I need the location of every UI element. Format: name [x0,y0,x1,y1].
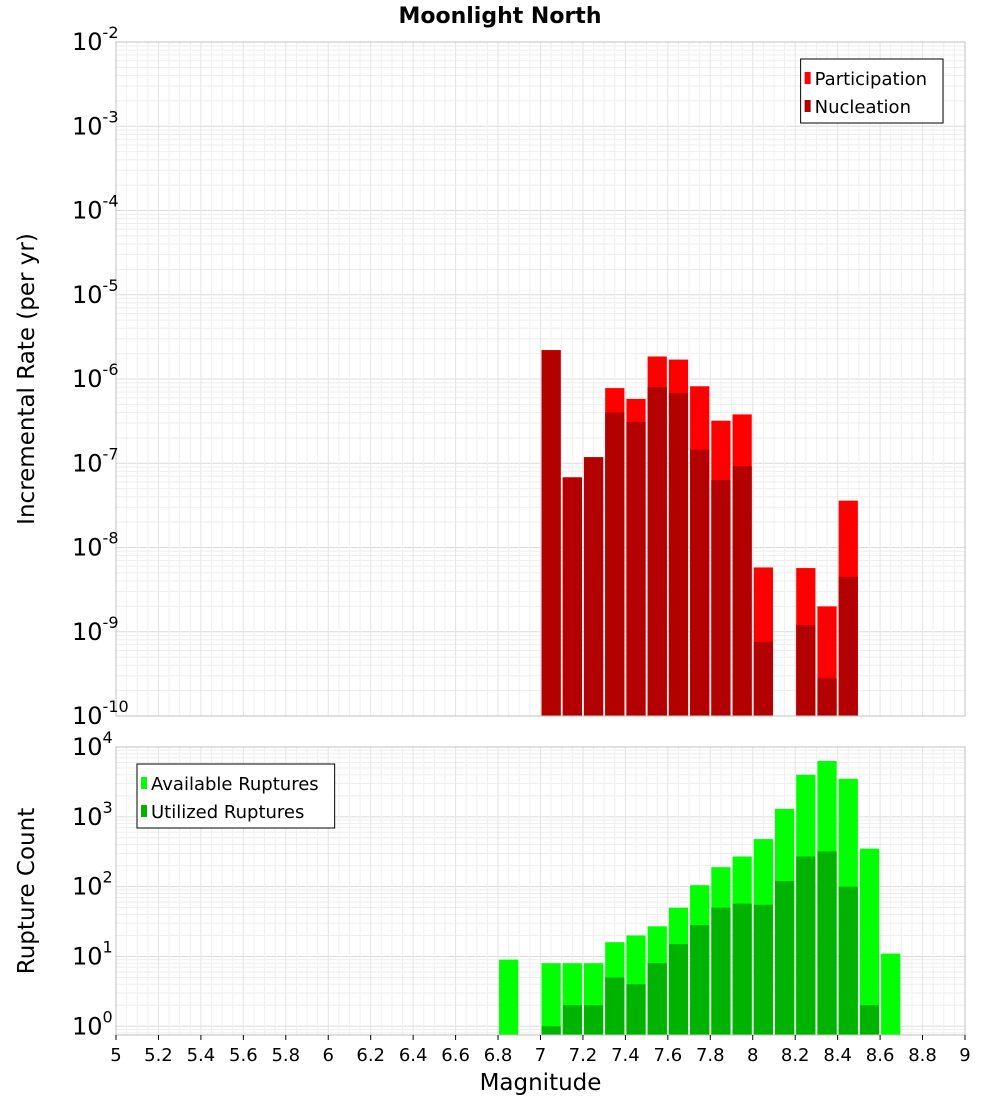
legend-entry: Participation [815,69,927,90]
y-tick-label: 101 [72,937,113,970]
bar-utilized-ruptures [817,851,837,1035]
count-y-axis-label: Rupture Count [14,808,40,974]
rate-bars [541,350,858,716]
count-panel: 100 101 102 103 104 Rupture Count 5 5.2 5.4 5.6… [14,728,971,1096]
legend-entry: Available Ruptures [151,774,319,795]
x-tick-label: 7.8 [696,1045,725,1066]
legend-box [800,58,944,124]
y-tick-label: 10-5 [72,276,119,309]
chart-title: Moonlight North [398,4,601,29]
x-tick-label: 7.6 [654,1045,683,1066]
bar-utilized-ruptures [562,1005,582,1035]
x-tick-label: 6.6 [441,1045,470,1066]
x-tick-label: 5.2 [144,1045,173,1066]
bar-available-ruptures [499,959,519,1035]
bar-utilized-ruptures [753,904,773,1035]
bar-available-ruptures [859,848,880,1035]
x-tick-label: 5 [110,1045,121,1066]
bar-nucleation [562,477,582,716]
bar-nucleation [583,457,604,716]
bar-utilized-ruptures [838,886,858,1035]
y-tick-label: 103 [72,798,113,831]
bar-nucleation [711,480,731,716]
bar-nucleation [541,350,561,716]
rate-y-ticks: 10-10 10-9 10-8 10-7 10-6 10-5 10-4 10-3 10-2 [72,23,129,730]
x-tick-label: 6.8 [484,1045,513,1066]
bar-available-ruptures [881,953,901,1035]
bar-utilized-ruptures [711,907,731,1035]
bar-available-ruptures [541,963,561,1035]
x-tick-label: 5.6 [229,1045,258,1066]
legend-box [136,763,336,829]
x-tick-label: 7.4 [611,1045,640,1066]
bar-nucleation [605,412,625,716]
bar-utilized-ruptures [732,903,752,1035]
x-tick-label: 8.8 [908,1045,937,1066]
x-tick-label: 9 [959,1045,970,1066]
x-tick-label: 6.2 [356,1045,385,1066]
bar-utilized-ruptures [647,963,667,1035]
bar-utilized-ruptures [541,1026,561,1035]
count-bars [499,761,901,1035]
bar-nucleation [647,387,667,716]
y-tick-label: 102 [72,868,113,901]
bar-nucleation [690,449,710,716]
bar-nucleation [753,641,773,716]
bar-utilized-ruptures [626,984,646,1035]
bar-nucleation [732,466,752,716]
y-tick-label: 104 [72,728,113,761]
bar-nucleation [817,678,837,716]
bar-utilized-ruptures [583,1005,604,1035]
bar-utilized-ruptures [774,881,795,1035]
legend-swatch [804,72,811,84]
y-tick-label: 10-3 [72,107,119,140]
bar-utilized-ruptures [605,977,625,1035]
y-tick-label: 10-7 [72,444,119,477]
legend-entry: Utilized Ruptures [151,802,304,823]
rate-panel: 10-10 10-9 10-8 10-7 10-6 10-5 10-4 10-3 10-2 In… [14,23,966,730]
y-tick-label: 10-4 [72,192,119,225]
x-tick-label: 8.4 [823,1045,852,1066]
y-tick-label: 10-8 [72,529,119,562]
rate-plot-border [115,41,966,717]
bar-utilized-ruptures [690,925,710,1035]
y-tick-label: 10-2 [72,23,119,56]
bar-nucleation [626,421,646,716]
rate-legend: Participation Nucleation [800,58,944,124]
count-y-ticks: 100 101 102 103 104 [72,728,113,1040]
x-ticks: 5 5.2 5.4 5.6 5.8 6 6.2 6.4 6.6 6.8 7 7.2 7.4 7.6 7.8 8… [110,1035,971,1066]
x-tick-label: 7 [535,1045,546,1066]
bar-utilized-ruptures [796,856,816,1035]
bar-nucleation [796,625,816,716]
y-tick-label: 10-6 [72,360,119,393]
rate-y-axis-label: Incremental Rate (per yr) [14,233,40,525]
y-tick-label: 100 [72,1007,113,1040]
legend-swatch [141,805,147,817]
bar-utilized-ruptures [859,1005,880,1035]
bar-nucleation [838,576,858,716]
legend-swatch [804,100,811,112]
x-axis-label: Magnitude [480,1070,602,1096]
x-tick-label: 5.4 [187,1045,216,1066]
x-tick-label: 8.2 [781,1045,810,1066]
x-tick-label: 6.4 [399,1045,428,1066]
bar-utilized-ruptures [668,944,689,1035]
x-tick-label: 5.8 [271,1045,300,1066]
y-tick-label: 10-9 [72,613,119,646]
legend-entry: Nucleation [815,97,911,118]
x-tick-label: 8.6 [866,1045,895,1066]
y-tick-label: 10-10 [72,697,129,730]
rate-grid [115,41,966,717]
x-tick-label: 6 [323,1045,334,1066]
count-legend: Available Ruptures Utilized Ruptures [136,763,336,829]
x-tick-label: 7.2 [569,1045,598,1066]
legend-swatch [141,777,147,789]
bar-nucleation [668,393,689,716]
x-tick-label: 8 [747,1045,758,1066]
